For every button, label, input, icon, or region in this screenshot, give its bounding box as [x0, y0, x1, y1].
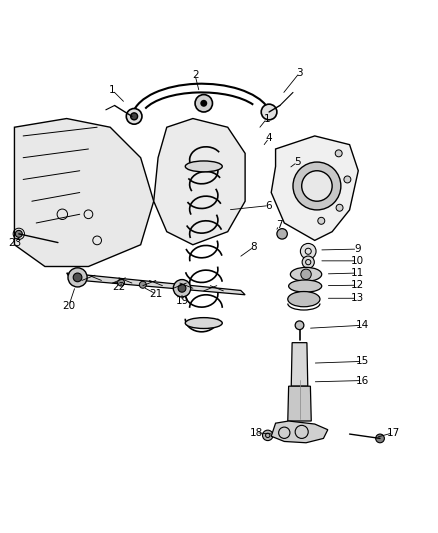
Text: 23: 23 — [8, 238, 21, 247]
Circle shape — [318, 217, 325, 224]
Circle shape — [336, 204, 343, 211]
Circle shape — [195, 94, 212, 112]
Circle shape — [261, 104, 277, 120]
Circle shape — [302, 256, 314, 268]
Circle shape — [131, 113, 138, 120]
Text: 1: 1 — [109, 85, 116, 95]
Text: 14: 14 — [356, 320, 369, 330]
Circle shape — [376, 434, 385, 443]
Polygon shape — [291, 343, 308, 386]
Text: 5: 5 — [294, 157, 300, 167]
Circle shape — [178, 284, 186, 292]
Ellipse shape — [289, 280, 322, 292]
Text: 11: 11 — [351, 268, 364, 278]
Text: 15: 15 — [356, 357, 369, 366]
Circle shape — [295, 321, 304, 329]
Circle shape — [68, 268, 87, 287]
Polygon shape — [271, 136, 358, 240]
Polygon shape — [271, 421, 328, 443]
Text: 21: 21 — [149, 289, 162, 299]
Ellipse shape — [185, 161, 222, 172]
Polygon shape — [154, 118, 245, 245]
Circle shape — [277, 229, 287, 239]
Text: 8: 8 — [251, 242, 257, 252]
Text: 18: 18 — [249, 428, 263, 438]
Circle shape — [335, 150, 342, 157]
Circle shape — [302, 171, 332, 201]
Circle shape — [344, 176, 351, 183]
Ellipse shape — [290, 268, 322, 281]
Circle shape — [301, 269, 311, 279]
Text: 13: 13 — [351, 293, 364, 303]
Circle shape — [293, 162, 341, 210]
Text: 6: 6 — [266, 200, 272, 211]
Text: 3: 3 — [296, 68, 303, 78]
Circle shape — [73, 273, 82, 282]
Text: 4: 4 — [266, 133, 272, 143]
Polygon shape — [288, 386, 311, 421]
Text: 9: 9 — [354, 244, 361, 254]
Text: 12: 12 — [351, 280, 364, 290]
Circle shape — [173, 279, 191, 297]
Text: 10: 10 — [351, 256, 364, 266]
Text: 1: 1 — [264, 114, 270, 124]
Text: 16: 16 — [356, 376, 369, 385]
Polygon shape — [14, 118, 154, 266]
Circle shape — [15, 230, 22, 237]
Circle shape — [117, 279, 124, 286]
Circle shape — [139, 281, 146, 288]
Ellipse shape — [288, 292, 320, 307]
Text: 19: 19 — [175, 296, 189, 306]
Circle shape — [126, 109, 142, 124]
Circle shape — [300, 244, 316, 259]
Text: 17: 17 — [386, 428, 400, 438]
Text: 7: 7 — [276, 220, 283, 230]
Circle shape — [262, 430, 273, 441]
Ellipse shape — [185, 318, 222, 328]
Text: 20: 20 — [62, 301, 75, 311]
Circle shape — [200, 100, 207, 107]
Text: 2: 2 — [192, 70, 198, 80]
Text: 22: 22 — [112, 282, 126, 293]
Polygon shape — [67, 273, 245, 295]
